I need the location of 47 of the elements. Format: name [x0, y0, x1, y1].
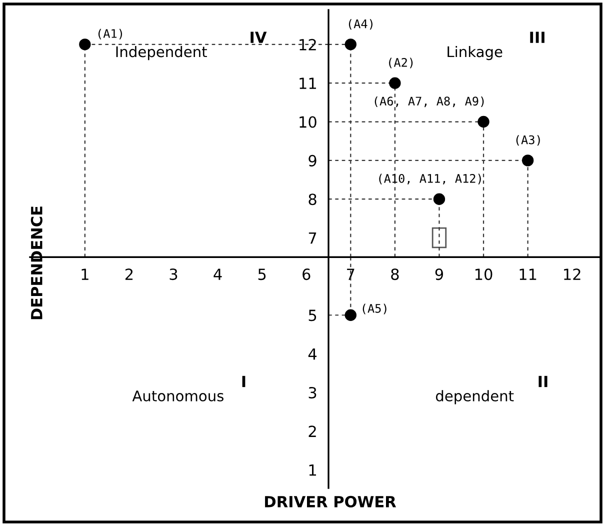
annotation: III	[530, 32, 544, 43]
annotation: Independent	[116, 46, 207, 60]
annotation: Autonomous	[132, 390, 224, 402]
x-tick-label: 8	[391, 268, 399, 280]
x-tick-label: 7	[347, 268, 354, 280]
point	[478, 116, 490, 128]
point	[389, 77, 401, 89]
annotation: I	[242, 376, 246, 388]
x-axis-title: DRIVER POWER	[265, 496, 396, 508]
x-tick-label: 5	[258, 268, 266, 280]
y-tick-label: 8	[308, 194, 316, 206]
y-tick-label: 4	[308, 348, 317, 360]
x-tick-label: 3	[170, 268, 178, 280]
point	[522, 154, 534, 166]
data-label: (A2)	[389, 58, 413, 68]
y-tick-label: 2	[308, 426, 316, 437]
annotation: dependent	[436, 390, 514, 404]
x-tick-label: 4	[214, 268, 222, 280]
x-tick-label: 1	[82, 268, 88, 280]
data-label: (A6, A7, A8, A9)	[374, 96, 484, 108]
y-tick-label: 11	[300, 78, 316, 89]
annotation: II	[538, 376, 548, 388]
data-label: (A4)	[348, 19, 372, 30]
y-tick-label: 10	[300, 116, 316, 128]
annotation: IV	[250, 32, 267, 43]
data-label: (A5)	[362, 304, 386, 314]
y-tick-label: 7	[308, 232, 316, 244]
y-tick-label: 12	[300, 38, 316, 50]
x-tick-label: 11	[520, 268, 536, 280]
x-tick-label: 10	[475, 268, 492, 280]
y-tick-label: 3	[308, 386, 316, 398]
y-axis-title: DEPENDENCE	[30, 206, 42, 320]
data-label: (A1)	[98, 28, 122, 40]
data-label: (A3)	[516, 135, 540, 146]
point	[344, 38, 356, 50]
point	[79, 38, 91, 50]
annotation: Linkage	[448, 46, 502, 60]
y-tick-label: 5	[308, 310, 316, 322]
x-tick-label: 12	[564, 268, 580, 280]
point	[344, 309, 356, 321]
x-tick-label: 6	[302, 268, 310, 280]
y-tick-label: 9	[308, 154, 316, 166]
point	[433, 193, 446, 205]
data-label: (A10, A11, A12)	[379, 174, 481, 184]
x-tick-label: 9	[435, 268, 444, 280]
y-tick-label: 1	[309, 464, 316, 476]
x-tick-label: 2	[125, 268, 133, 280]
